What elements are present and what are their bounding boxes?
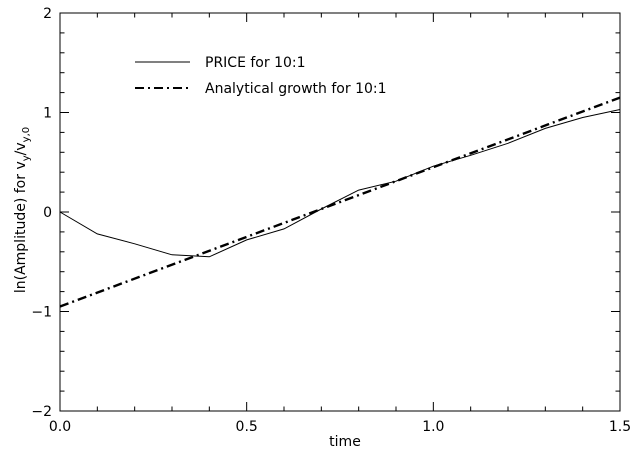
y-tick-label: 2	[43, 6, 52, 22]
x-tick-label: 0.0	[49, 419, 71, 435]
legend: PRICE for 10:1 Analytical growth for 10:1	[135, 55, 387, 97]
plot-frame	[59, 12, 621, 412]
series-line-analytical	[59, 96, 621, 308]
y-tick-label: −2	[31, 404, 52, 420]
axis-tick-labels: 0.0 0.5 1.0 1.5 2 1 0 −1 −2	[31, 6, 631, 435]
y-tick-label: −1	[31, 305, 52, 321]
y-tick-label: 1	[43, 106, 52, 122]
x-tick-label: 1.5	[609, 419, 631, 435]
axis-ticks	[59, 12, 621, 412]
plot-frame-group	[59, 12, 621, 412]
series-lines	[59, 96, 621, 308]
legend-label: Analytical growth for 10:1	[205, 81, 387, 97]
legend-label: PRICE for 10:1	[205, 55, 306, 71]
y-axis-label: ln(Amplitude) for vy/vy,0	[13, 127, 32, 293]
y-tick-label: 0	[43, 205, 52, 221]
x-tick-label: 0.5	[236, 419, 258, 435]
series-line-price	[59, 109, 621, 258]
x-axis-label: time	[329, 434, 361, 450]
x-tick-label: 1.0	[422, 419, 444, 435]
